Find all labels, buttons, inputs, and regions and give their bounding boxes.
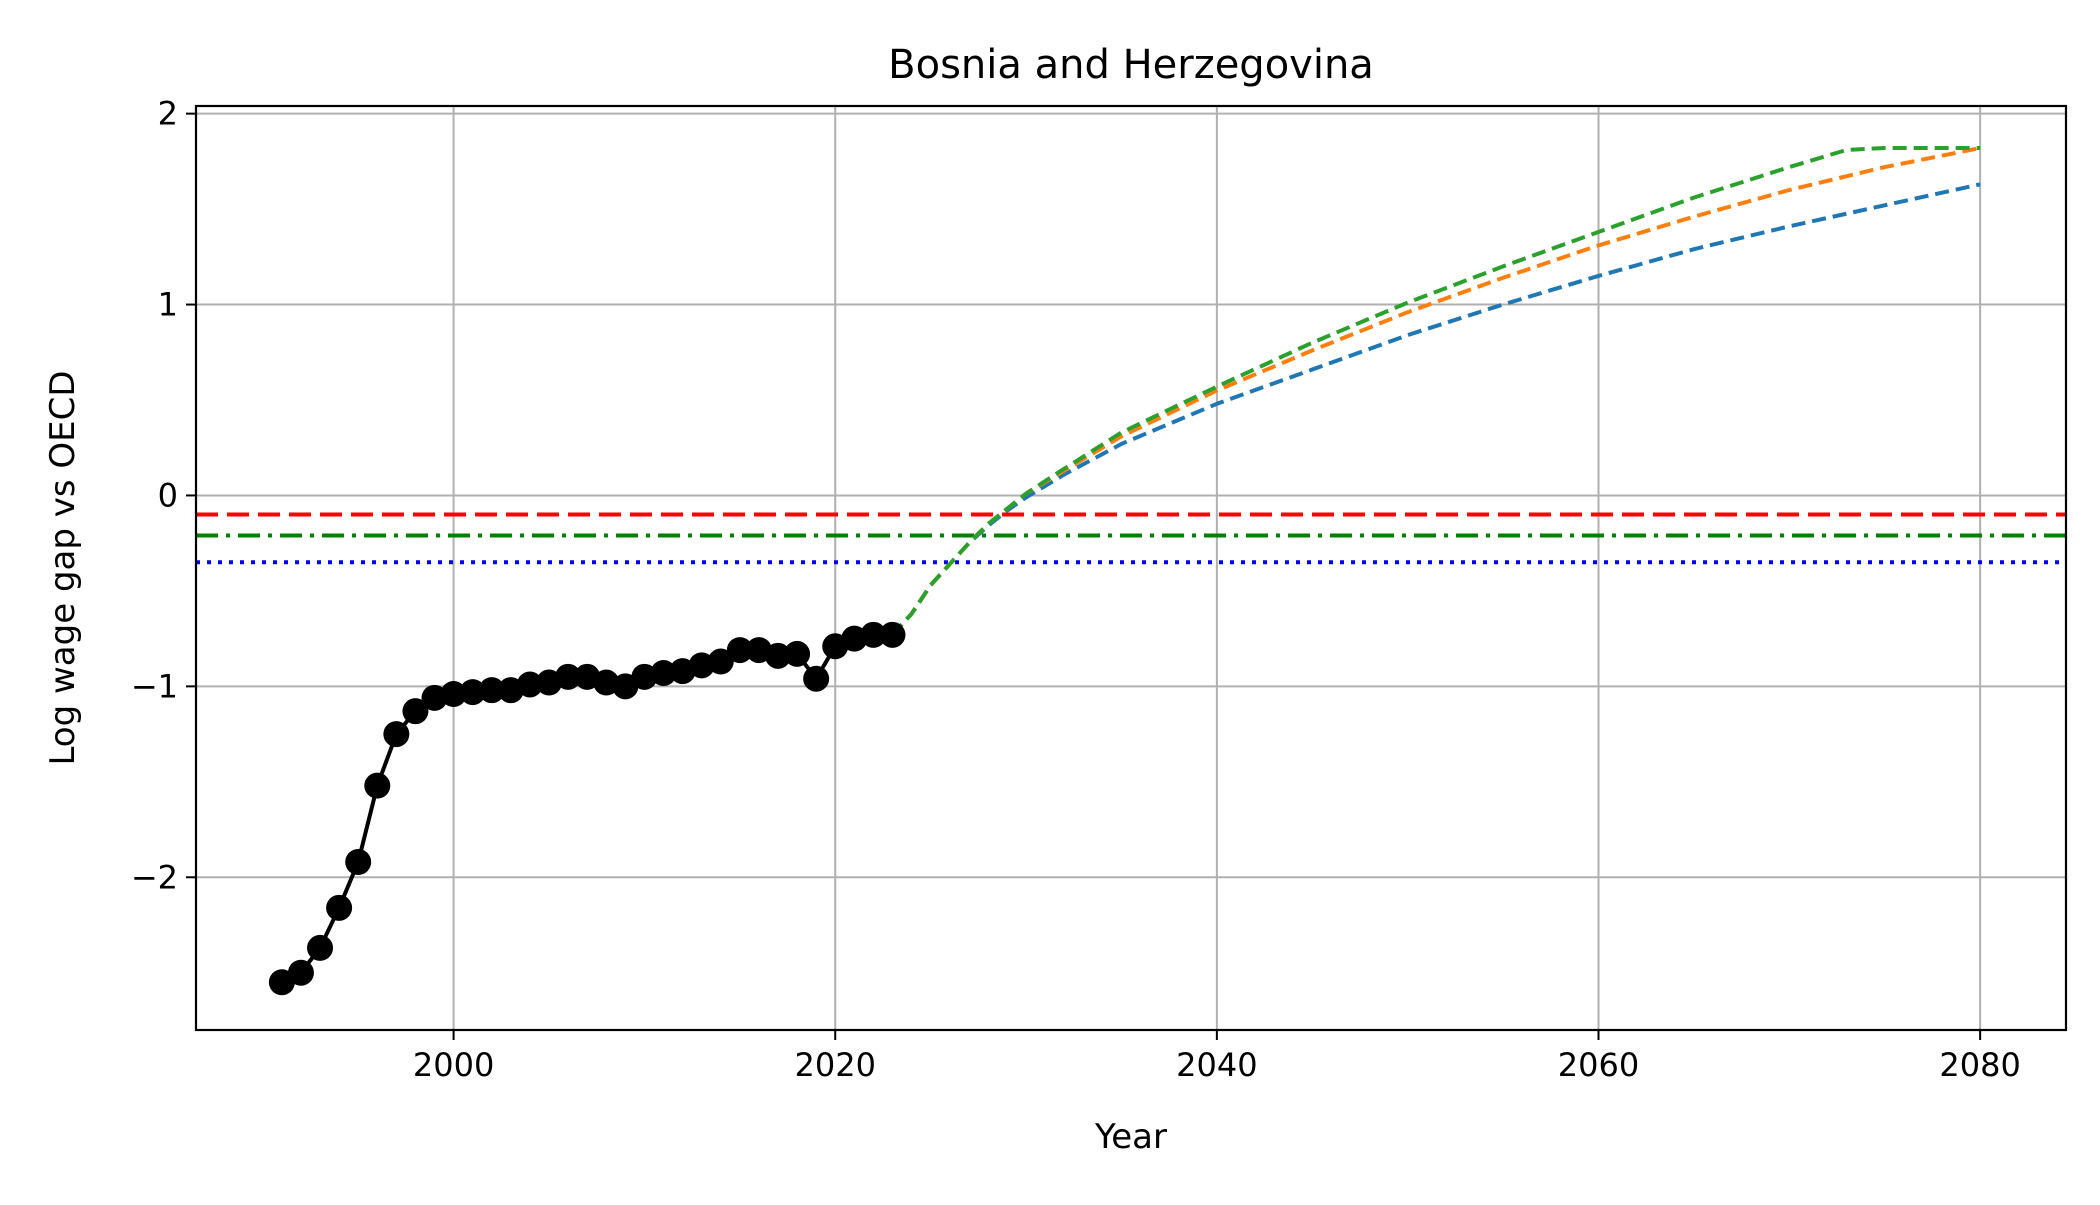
observed-point (383, 721, 410, 748)
y-tick-label: 2 (158, 95, 178, 133)
observed-point (326, 894, 353, 921)
x-tick-label: 2000 (413, 1046, 494, 1084)
observed-point (726, 637, 753, 664)
ticks: 2000 2020 2040 2060 2080 −2 −1 0 1 2 (131, 95, 2021, 1084)
observed-point (516, 671, 543, 698)
y-axis-label: Log wage gap vs OECD (43, 370, 83, 765)
observed-point (345, 849, 372, 875)
observed-point (307, 934, 334, 961)
y-tick-label: −1 (131, 667, 178, 705)
reference-lines (196, 512, 2066, 565)
observed-point (764, 642, 791, 669)
y-tick-label: −2 (131, 858, 178, 896)
observed-point (364, 772, 391, 799)
observed-point (555, 663, 582, 690)
series (268, 146, 1981, 996)
chart-title: Bosnia and Herzegovina (888, 42, 1374, 88)
observed-point (287, 959, 314, 986)
x-axis-label: Year (1094, 1117, 1167, 1157)
plot-frame (194, 104, 2068, 1032)
observed-point (803, 665, 830, 692)
y-tick-label: 1 (158, 286, 178, 324)
projection-line-green (891, 146, 1981, 637)
observed-point (707, 648, 734, 675)
observed-point (784, 640, 811, 667)
x-tick-label: 2080 (1939, 1046, 2020, 1084)
observed-point (478, 677, 505, 704)
x-tick-label: 2020 (795, 1046, 876, 1084)
y-tick-label: 0 (158, 476, 178, 514)
observed-point (860, 621, 887, 648)
observed-point (879, 621, 906, 648)
x-tick-label: 2060 (1558, 1046, 1639, 1084)
observed-point (650, 660, 677, 686)
observed-point (459, 679, 486, 706)
x-tick-label: 2040 (1176, 1046, 1257, 1084)
observed-point (402, 698, 429, 725)
observed-point (440, 681, 467, 707)
